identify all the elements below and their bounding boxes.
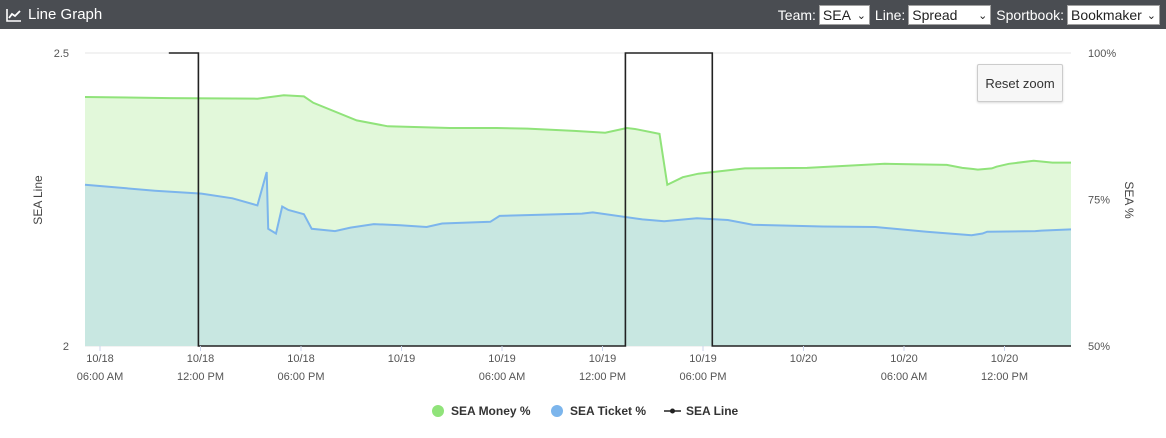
team-label: Team: xyxy=(777,6,816,23)
x-tick-time: 06:00 AM xyxy=(479,371,525,383)
sportbook-select[interactable]: Bookmaker ⌄ xyxy=(1067,4,1160,25)
y-left-tick: 2.5 xyxy=(54,48,69,60)
x-tick-date: 10/20 xyxy=(991,353,1019,365)
x-tick-time: 06:00 AM xyxy=(77,371,123,383)
y-left-tick: 2 xyxy=(63,341,69,353)
x-tick-time: 06:00 PM xyxy=(277,371,324,383)
money-series-line xyxy=(84,94,1071,187)
x-tick-time: 06:00 AM xyxy=(881,371,927,383)
legend-line-marker xyxy=(670,408,675,414)
chevron-down-icon: ⌄ xyxy=(856,9,866,22)
sportbook-label: Sportbook: xyxy=(996,6,1064,23)
x-tick-date: 10/19 xyxy=(488,353,516,365)
x-tick-date: 10/18 xyxy=(287,353,315,365)
line-chart: 2.5 2 50% 75% 100% SEA Line SEA % 10/18 06:00 AM… xyxy=(31,48,1136,418)
y-right-axis-title: SEA % xyxy=(1122,181,1136,219)
y-left-axis-title: SEA Line xyxy=(31,175,45,225)
legend-ticket-label: SEA Ticket % xyxy=(570,404,646,418)
team-select[interactable]: SEA ⌄ xyxy=(818,4,870,25)
line-chart-icon xyxy=(6,8,21,22)
team-select-value: SEA xyxy=(822,6,851,23)
ticket-area xyxy=(85,172,1071,346)
x-tick-time: 12:00 PM xyxy=(177,371,224,383)
legend-line-label: SEA Line xyxy=(686,404,739,418)
line-label: Line: xyxy=(874,6,906,23)
legend-money-swatch xyxy=(432,405,444,417)
x-tick-time: 12:00 PM xyxy=(981,371,1028,383)
x-tick-date: 10/20 xyxy=(790,353,818,365)
y-right-tick: 75% xyxy=(1088,195,1110,207)
header-bar: Line Graph Team: SEA ⌄ Line: Spread ⌄ Sp… xyxy=(0,0,1166,29)
legend-money-label: SEA Money % xyxy=(451,404,531,418)
line-select[interactable]: Spread ⌄ xyxy=(908,4,992,25)
x-tick-date: 10/18 xyxy=(187,353,215,365)
ticket-series-line xyxy=(84,171,1072,237)
legend-ticket-swatch xyxy=(551,405,563,417)
x-tick-date: 10/19 xyxy=(689,353,717,365)
x-tick-date: 10/19 xyxy=(589,353,617,365)
chevron-down-icon: ⌄ xyxy=(1146,9,1156,22)
x-tick-date: 10/20 xyxy=(890,353,918,365)
y-right-tick: 100% xyxy=(1088,48,1116,60)
chevron-down-icon: ⌄ xyxy=(978,9,988,22)
reset-zoom-button[interactable]: Reset zoom xyxy=(977,64,1063,102)
page-title: Line Graph xyxy=(28,6,103,23)
y-right-tick: 50% xyxy=(1088,341,1110,353)
x-tick-date: 10/19 xyxy=(388,353,416,365)
sportbook-select-value: Bookmaker xyxy=(1071,6,1142,23)
x-tick-date: 10/18 xyxy=(86,353,114,365)
x-tick-time: 12:00 PM xyxy=(579,371,626,383)
line-select-value: Spread xyxy=(912,6,958,23)
sea-line-series xyxy=(168,52,1071,347)
x-tick-time: 06:00 PM xyxy=(679,371,726,383)
